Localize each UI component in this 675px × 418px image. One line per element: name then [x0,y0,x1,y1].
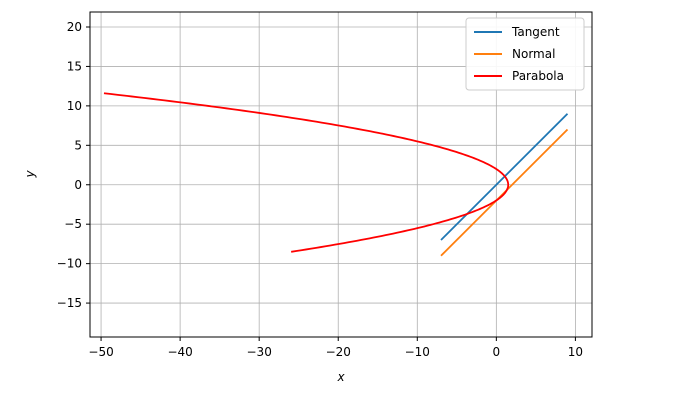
legend: Tangent Normal Parabola [465,17,585,91]
series-line-parabola [103,92,510,253]
y-tick-label: 20 [67,20,82,34]
legend-label: Normal [512,47,555,61]
x-tick-label: 10 [568,345,583,359]
x-tick-label: 0 [493,345,501,359]
x-tick-label: −30 [247,345,272,359]
x-ticks: −50 −40 −30 −20 −10 0 10 [88,337,583,359]
y-tick-label: 10 [67,99,82,113]
x-tick-label: −20 [326,345,351,359]
x-tick-label: −50 [88,345,113,359]
x-axis-label: x [336,370,345,384]
x-tick-label: −40 [167,345,192,359]
legend-label: Parabola [512,69,564,83]
y-ticks: −15 −10 −5 0 5 10 15 20 [57,20,90,310]
y-tick-label: −5 [64,217,82,231]
y-tick-label: −15 [57,296,82,310]
series-layer [103,92,569,257]
y-tick-label: 5 [74,138,82,152]
y-tick-label: 15 [67,59,82,73]
legend-box [465,17,585,91]
y-tick-label: 0 [74,178,82,192]
y-axis-label: y [23,170,37,179]
y-tick-label: −10 [57,257,82,271]
x-tick-label: −10 [405,345,430,359]
plot-frame [89,11,593,338]
legend-label: Tangent [511,25,560,39]
